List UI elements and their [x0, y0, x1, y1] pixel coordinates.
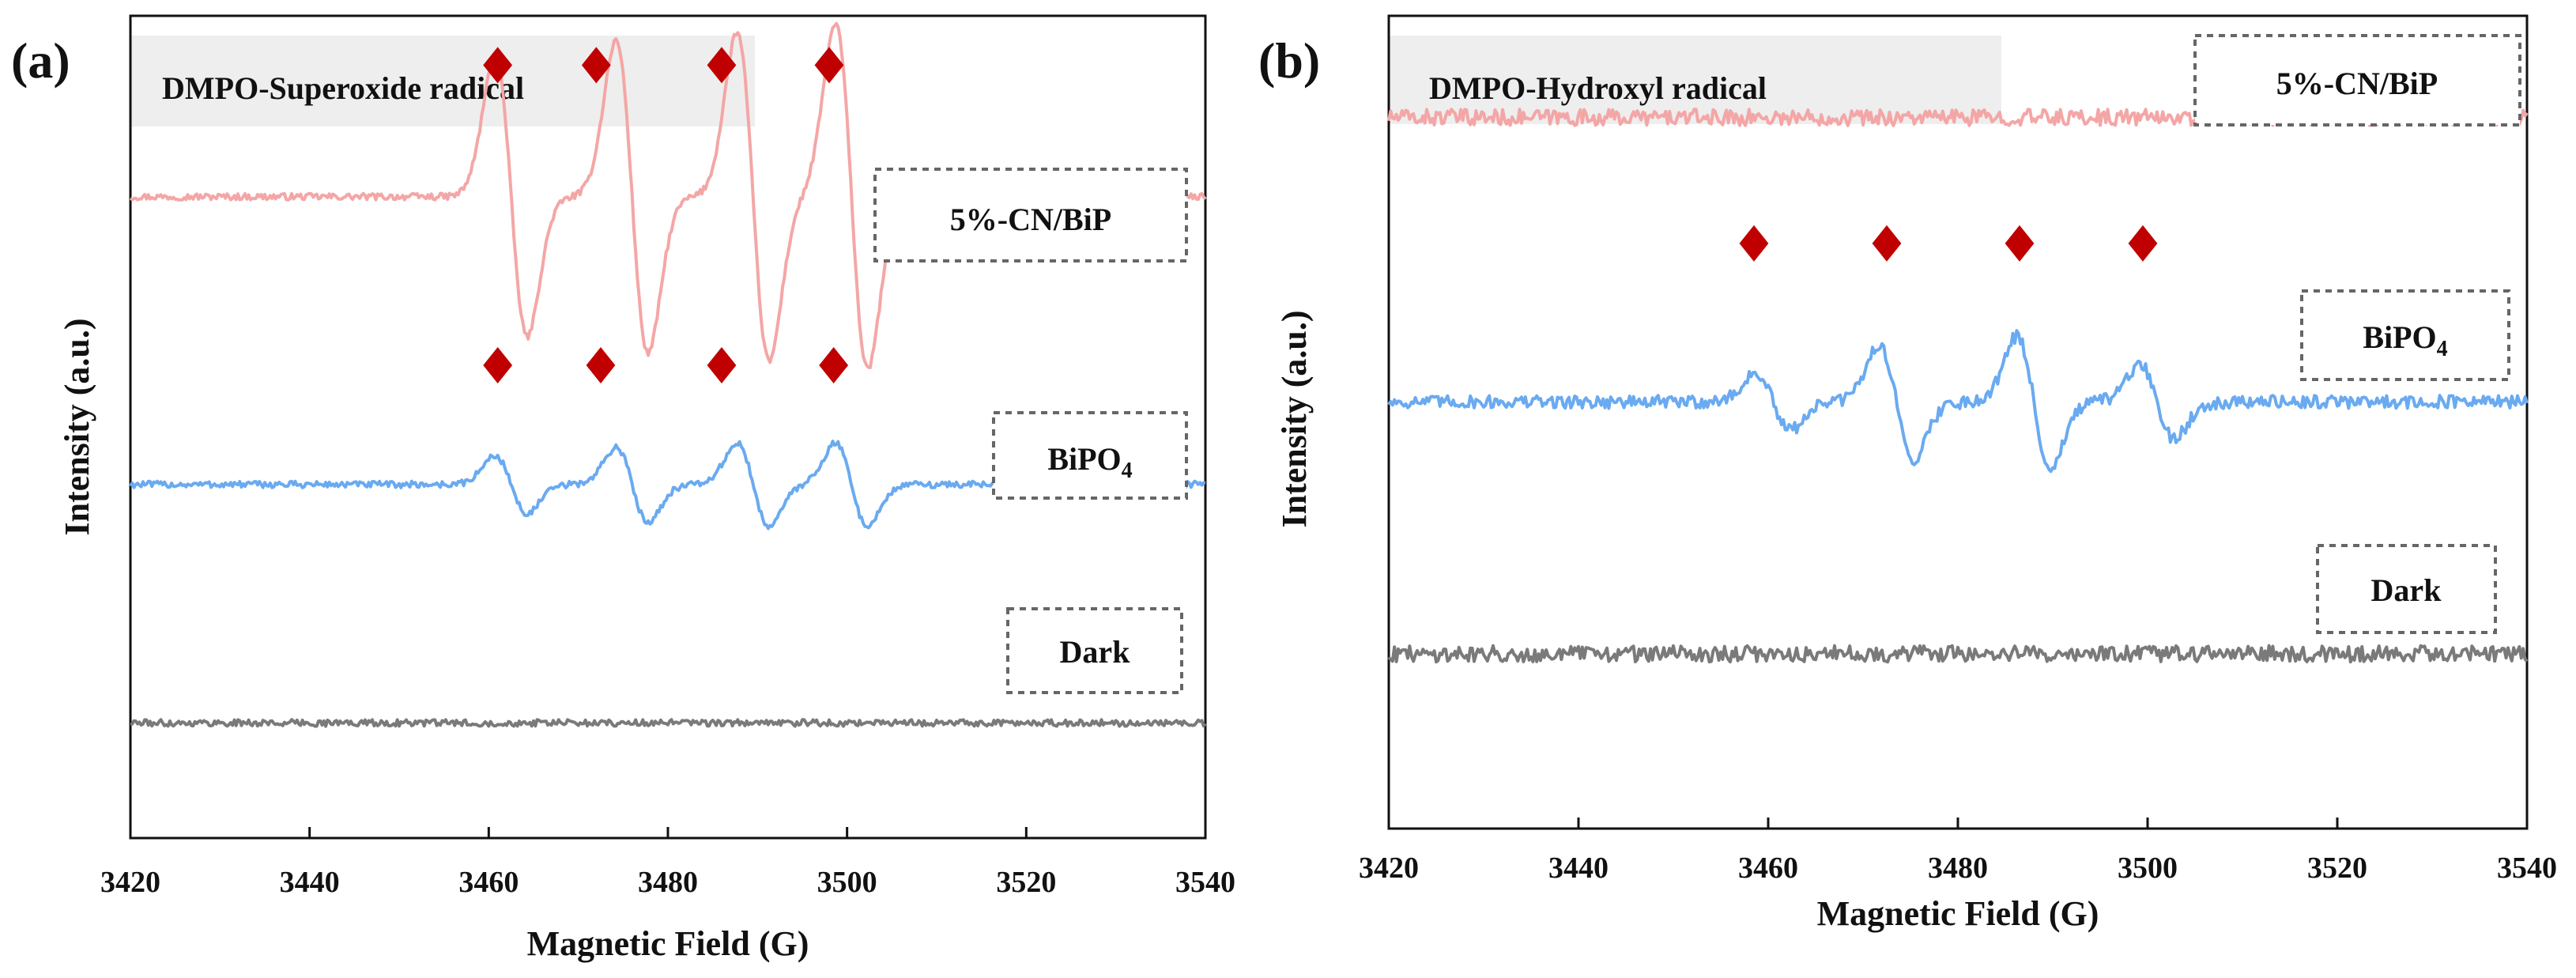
legend-text: 5%-CN/BiP — [2276, 66, 2438, 101]
legend-box — [2193, 34, 2521, 126]
x-tick-label: 3460 — [458, 866, 519, 899]
x-tick-label: 3460 — [1738, 852, 1798, 885]
chart-title: DMPO-Superoxide radical — [162, 70, 524, 106]
peak-marker — [483, 47, 513, 84]
peak-marker — [2005, 225, 2035, 262]
series-line-dark — [1387, 644, 2529, 664]
panel-b: (b) DMPO-Hydroxyl radical 5%-CN/BiP BiPO… — [1258, 14, 2557, 933]
legend-box — [1006, 607, 1183, 694]
peak-marker — [2128, 225, 2158, 262]
chart-title: DMPO-Hydroxyl radical — [1429, 70, 1767, 106]
legend-label-dark: Dark — [2316, 544, 2497, 634]
legend-text: 5%-CN/BiP — [950, 202, 1111, 237]
x-tick-label: 3540 — [2497, 852, 2557, 885]
x-axis-label: Magnetic Field (G) — [1817, 894, 2099, 933]
legend-label-bipo4: BiPO4 — [992, 411, 1188, 500]
panel-a: (a) DMPO-Superoxide radical 5%-CN/BiP Bi… — [11, 14, 1235, 963]
x-tick-label: 3440 — [1548, 852, 1609, 885]
x-axis-label: Magnetic Field (G) — [527, 924, 809, 963]
x-tick-label: 3500 — [2118, 852, 2178, 885]
title-box — [130, 36, 755, 126]
y-axis-label: Intensity (a.u.) — [1275, 310, 1314, 527]
peak-marker — [1739, 225, 1769, 262]
legend-label-bipo4: BiPO4 — [2300, 289, 2510, 381]
x-tick-label: 3480 — [1928, 852, 1988, 885]
panel-label: (a) — [11, 32, 70, 89]
legend-text: BiPO4 — [1047, 441, 1132, 483]
series-line-bipo4 — [1387, 329, 2529, 474]
peak-marker — [814, 47, 844, 84]
x-tick-label: 3500 — [817, 866, 877, 899]
x-tick-label: 3540 — [1175, 866, 1235, 899]
plot-frame — [1387, 14, 2529, 830]
x-tick-label: 3420 — [1359, 852, 1419, 885]
peak-marker — [1872, 225, 1902, 262]
legend-box — [2316, 544, 2497, 634]
series-line-dark — [130, 718, 1207, 728]
legend-label-cn-bip: 5%-CN/BiP — [873, 168, 1188, 262]
x-tick-label: 3480 — [638, 866, 698, 899]
peak-marker — [586, 347, 616, 383]
x-axis-ticks: 3420 3440 3460 3480 3500 3520 3540 — [100, 827, 1235, 899]
legend-box — [992, 411, 1188, 500]
y-axis-label: Intensity (a.u.) — [58, 318, 96, 535]
legend-label-dark: Dark — [1006, 607, 1183, 694]
legend-text: BiPO4 — [2363, 319, 2447, 361]
peak-marker — [581, 47, 611, 84]
x-tick-label: 3520 — [2307, 852, 2367, 885]
legend-box — [2300, 289, 2510, 381]
legend-text: Dark — [2371, 572, 2442, 608]
legend-text: Dark — [1060, 634, 1131, 670]
x-tick-label: 3440 — [280, 866, 340, 899]
x-tick-label: 3520 — [996, 866, 1056, 899]
peak-marker — [707, 347, 737, 383]
legend-label-cn-bip: 5%-CN/BiP — [2193, 34, 2521, 126]
peak-marker — [819, 347, 849, 383]
x-axis-ticks: 3420 3440 3460 3480 3500 3520 3540 — [1359, 818, 2557, 885]
legend-box — [873, 168, 1188, 262]
peak-marker — [707, 47, 737, 84]
panel-label: (b) — [1258, 32, 1320, 89]
peak-marker — [483, 347, 513, 383]
x-tick-label: 3420 — [100, 866, 160, 899]
